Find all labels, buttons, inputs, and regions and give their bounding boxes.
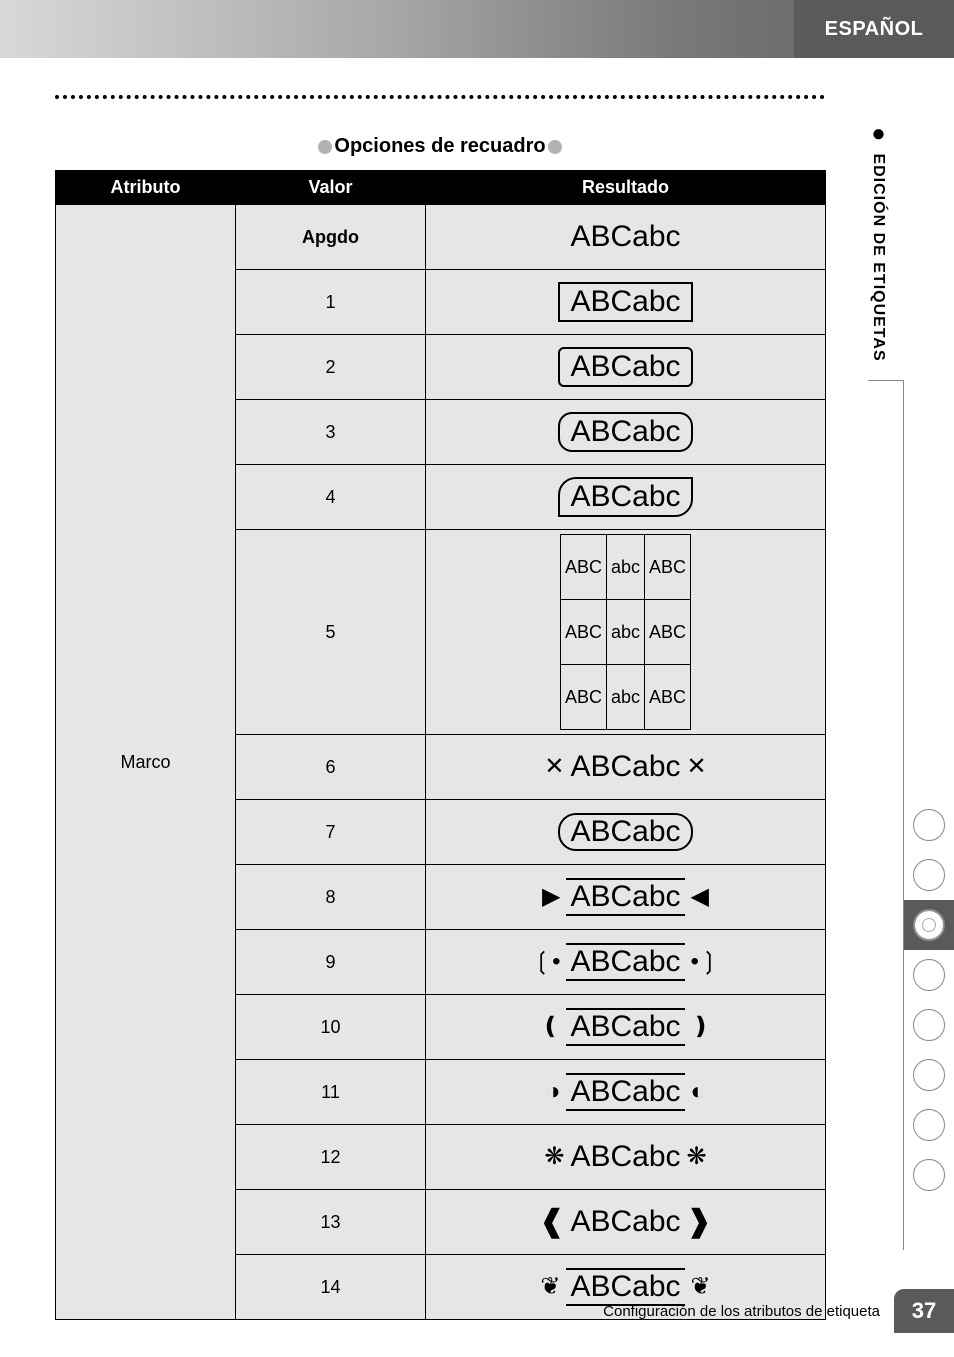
result-cell: ✕ABCabc✕ [426, 735, 826, 800]
col-result: Resultado [426, 171, 826, 205]
value-cell: 11 [236, 1060, 426, 1125]
thumb-tab[interactable] [904, 1100, 954, 1150]
section-title: Opciones de recuadro [55, 135, 825, 158]
bullet-icon [318, 140, 332, 154]
thumb-tab-icon [913, 1109, 945, 1141]
dotted-divider [55, 95, 825, 99]
result-cell: ABCabc [426, 400, 826, 465]
value-cell: 2 [236, 335, 426, 400]
section-title-text: Opciones de recuadro [334, 135, 545, 157]
thumb-tab[interactable] [904, 950, 954, 1000]
value-cell: 1 [236, 270, 426, 335]
thumb-tab-icon [913, 1159, 945, 1191]
result-cell: ❲•ABCabc•❳ [426, 930, 826, 995]
result-cell: ABCabcABCABCabcABCABCabcABC [426, 530, 826, 735]
col-value: Valor [236, 171, 426, 205]
value-cell: 5 [236, 530, 426, 735]
col-attribute: Atributo [56, 171, 236, 205]
bullet-icon [548, 140, 562, 154]
result-cell: ABCabc [426, 800, 826, 865]
thumb-tab-icon [913, 859, 945, 891]
result-cell: ABCabc [426, 335, 826, 400]
value-cell: 7 [236, 800, 426, 865]
thumb-tab-icon [913, 909, 945, 941]
result-cell: ❰ABCabc❱ [426, 1190, 826, 1255]
value-cell: 3 [236, 400, 426, 465]
thumb-tab-icon [913, 809, 945, 841]
thumb-tabs [904, 800, 954, 1200]
value-cell: Apgdo [236, 205, 426, 270]
side-section-label: ● EDICIÓN DE ETIQUETAS [869, 120, 888, 362]
language-tab: ESPAÑOL [794, 0, 954, 58]
side-section-text: EDICIÓN DE ETIQUETAS [870, 153, 887, 361]
value-cell: 10 [236, 995, 426, 1060]
thumb-tab[interactable] [904, 1000, 954, 1050]
value-cell: 12 [236, 1125, 426, 1190]
value-cell: 9 [236, 930, 426, 995]
result-cell: ▶ABCabc◀ [426, 865, 826, 930]
footer-text: Configuración de los atributos de etique… [603, 1303, 880, 1320]
side-index-tick [868, 380, 904, 381]
page-number-badge: 37 [894, 1289, 954, 1333]
value-cell: 4 [236, 465, 426, 530]
thumb-tab[interactable] [904, 900, 954, 950]
value-cell: 6 [236, 735, 426, 800]
thumb-tab-icon [913, 959, 945, 991]
result-cell: ❋ABCabc❋ [426, 1125, 826, 1190]
thumb-tab[interactable] [904, 850, 954, 900]
result-cell: ABCabc [426, 465, 826, 530]
result-cell: ❪ABCabc❫ [426, 995, 826, 1060]
thumb-tab[interactable] [904, 1050, 954, 1100]
attribute-cell: Marco [56, 205, 236, 1320]
result-cell: ◑ABCabc◐ [426, 1060, 826, 1125]
options-table: Atributo Valor Resultado MarcoApgdoABCab… [55, 170, 826, 1320]
value-cell: 13 [236, 1190, 426, 1255]
thumb-tab[interactable] [904, 800, 954, 850]
thumb-tab[interactable] [904, 1150, 954, 1200]
thumb-tab-icon [913, 1059, 945, 1091]
result-cell: ABCabc [426, 205, 826, 270]
result-cell: ABCabc [426, 270, 826, 335]
thumb-tab-icon [913, 1009, 945, 1041]
page-footer: Configuración de los atributos de etique… [0, 1289, 954, 1333]
value-cell: 8 [236, 865, 426, 930]
